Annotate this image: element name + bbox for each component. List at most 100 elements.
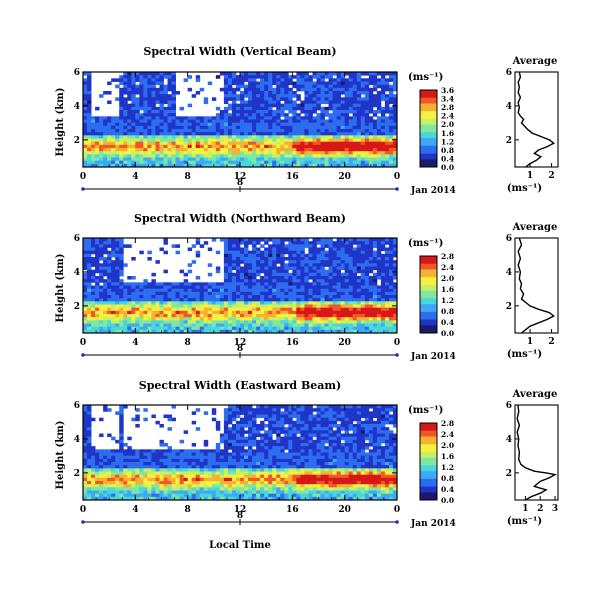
heatmap-cell	[248, 320, 253, 324]
heatmap-cell	[227, 272, 233, 277]
heatmap-cell	[240, 307, 245, 312]
heatmap-cell	[207, 247, 213, 252]
heatmap-cell	[268, 329, 273, 334]
heatmap-cell	[211, 132, 217, 136]
heatmap-cell	[356, 317, 362, 321]
heatmap-cell	[352, 263, 358, 267]
heatmap-cell	[372, 81, 378, 86]
heatmap-cell	[280, 298, 285, 302]
heatmap-cell	[352, 323, 358, 328]
heatmap-cell	[280, 151, 285, 155]
heatmap-cell	[127, 320, 132, 324]
heatmap-cell	[191, 288, 197, 293]
heatmap-cell	[87, 263, 92, 267]
heatmap-cell	[95, 250, 100, 255]
heatmap-cell	[332, 320, 338, 324]
heatmap-cell	[163, 307, 168, 312]
heatmap-cell	[344, 135, 350, 139]
heatmap-cell	[203, 141, 209, 146]
heatmap-cell	[280, 119, 285, 124]
heatmap-cell	[352, 81, 358, 86]
heatmap-cell	[264, 250, 269, 255]
heatmap-cell	[316, 144, 321, 149]
heatmap-cell	[288, 314, 293, 318]
heatmap-cell	[292, 263, 297, 267]
heatmap-cell	[248, 135, 253, 139]
heatmap-cell	[87, 78, 92, 82]
heatmap-cell	[95, 263, 100, 267]
heatmap-cell	[147, 151, 152, 155]
heatmap-cell	[163, 468, 168, 472]
heatmap-cell	[328, 151, 333, 155]
heatmap-cell	[384, 329, 390, 334]
heatmap-cell	[364, 238, 370, 242]
heatmap-cell	[171, 157, 176, 162]
heatmap-cell	[171, 141, 176, 146]
heatmap-cell	[131, 490, 136, 495]
heatmap-cell	[91, 477, 96, 482]
heatmap-cell	[320, 138, 325, 143]
heatmap-cell	[91, 125, 96, 130]
heatmap-cell	[159, 106, 164, 111]
heatmap-cell	[268, 154, 273, 158]
heatmap-cell	[231, 241, 237, 245]
heatmap-cell	[256, 323, 261, 328]
heatmap-cell	[268, 247, 273, 252]
heatmap-cell	[312, 160, 317, 165]
heatmap-cell	[147, 301, 152, 305]
heatmap-cell	[384, 138, 390, 143]
heatmap-cell	[240, 314, 245, 318]
heatmap-cell	[139, 106, 144, 111]
heatmap-cell	[328, 163, 333, 168]
heatmap-cell	[167, 282, 172, 286]
heatmap-cell	[223, 72, 229, 76]
heatmap-cell	[376, 295, 382, 299]
heatmap-cell	[83, 119, 88, 124]
heatmap-cell	[107, 272, 112, 277]
heatmap-cell	[127, 163, 132, 168]
heatmap-cell	[167, 113, 172, 117]
heatmap-cell	[392, 160, 398, 165]
heatmap-cell	[252, 269, 257, 274]
heatmap-cell	[199, 477, 205, 482]
heatmap-cell	[308, 282, 313, 286]
heatmap-cell	[123, 304, 128, 309]
heatmap-cell	[308, 257, 313, 261]
heatmap-cell	[252, 317, 257, 321]
heatmap-cell	[300, 119, 305, 124]
heatmap-cell	[332, 269, 338, 274]
heatmap-cell	[264, 320, 269, 324]
heatmap-cell	[392, 157, 398, 162]
heatmap-cell	[151, 106, 156, 111]
heatmap-cell	[119, 103, 124, 108]
heatmap-cell	[127, 151, 132, 155]
heatmap-cell	[336, 113, 342, 117]
heatmap-cell	[187, 490, 193, 495]
heatmap-cell	[167, 427, 172, 431]
heatmap-cell	[207, 125, 213, 130]
heatmap-cell	[111, 276, 116, 280]
heatmap-cell	[91, 471, 96, 476]
heatmap-cell	[155, 72, 160, 76]
heatmap-cell	[87, 97, 92, 101]
heatmap-cell	[324, 154, 329, 158]
heatmap-cell	[231, 119, 237, 124]
heatmap-cell	[139, 113, 144, 117]
avg-y-tick-label: 4	[506, 268, 512, 278]
heatmap-cell	[340, 81, 346, 86]
heatmap-cell	[91, 141, 96, 146]
heatmap-cell	[135, 417, 140, 422]
heatmap-cell	[264, 238, 269, 242]
heatmap-cell	[175, 462, 181, 466]
heatmap-cell	[171, 490, 176, 495]
heatmap-cell	[284, 100, 289, 105]
heatmap-cell	[223, 301, 229, 305]
heatmap-cell	[304, 291, 309, 296]
heatmap-cell	[264, 84, 269, 89]
heatmap-cell	[336, 317, 342, 321]
heatmap-cell	[207, 458, 213, 463]
heatmap-cell	[199, 163, 205, 168]
heatmap-cell	[207, 496, 213, 501]
heatmap-cell	[223, 138, 229, 143]
heatmap-cell	[119, 151, 124, 155]
